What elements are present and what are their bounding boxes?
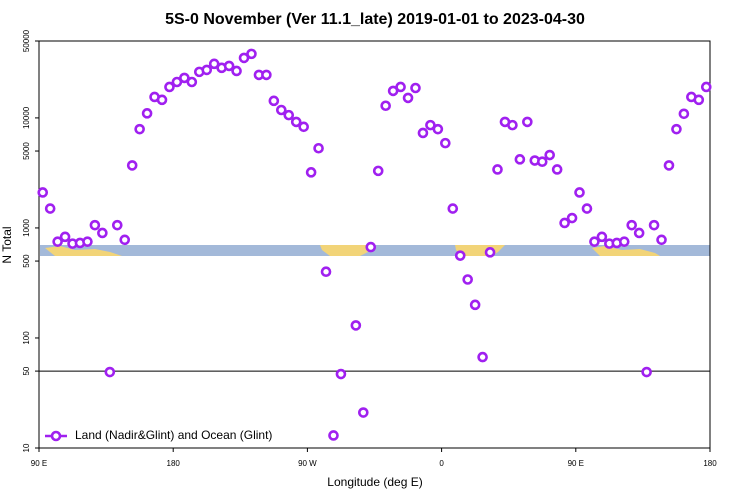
point bbox=[313, 142, 324, 154]
point bbox=[693, 94, 705, 106]
point bbox=[201, 64, 213, 76]
point bbox=[566, 212, 578, 224]
point bbox=[186, 76, 198, 88]
point bbox=[59, 231, 71, 243]
point bbox=[89, 219, 101, 231]
point bbox=[395, 81, 406, 93]
point bbox=[335, 368, 347, 380]
x-tick-label: 180 bbox=[703, 459, 717, 468]
point bbox=[223, 60, 235, 72]
point bbox=[171, 76, 183, 88]
point bbox=[134, 123, 145, 135]
y-tick-label: 50 bbox=[22, 366, 31, 375]
point bbox=[37, 187, 49, 198]
point bbox=[656, 234, 667, 246]
x-tick-label: 90 W bbox=[298, 459, 317, 468]
point bbox=[261, 69, 272, 81]
y-tick-label: 5000 bbox=[22, 142, 31, 160]
point bbox=[179, 72, 190, 84]
point bbox=[626, 219, 638, 231]
point bbox=[462, 274, 473, 285]
point bbox=[618, 236, 630, 247]
point bbox=[372, 165, 384, 177]
point bbox=[678, 108, 690, 120]
y-tick-label: 1000 bbox=[22, 218, 31, 236]
y-tick-label: 500 bbox=[22, 254, 31, 268]
point bbox=[559, 217, 570, 229]
point bbox=[402, 92, 414, 104]
point bbox=[410, 82, 421, 94]
point bbox=[365, 241, 377, 253]
point bbox=[514, 154, 526, 165]
point bbox=[425, 119, 436, 131]
point bbox=[126, 160, 138, 171]
point bbox=[633, 227, 645, 239]
legend-label: Land (Nadir&Glint) and Ocean (Glint) bbox=[75, 428, 272, 442]
point bbox=[298, 121, 309, 133]
point bbox=[477, 351, 488, 363]
point bbox=[440, 137, 451, 149]
point bbox=[350, 320, 362, 331]
y-axis-label: N Total bbox=[0, 226, 14, 263]
point bbox=[648, 219, 660, 231]
point bbox=[469, 299, 481, 311]
point bbox=[447, 203, 459, 214]
point bbox=[700, 81, 712, 93]
point bbox=[290, 116, 302, 128]
point bbox=[454, 250, 466, 261]
point bbox=[276, 104, 287, 116]
point bbox=[268, 95, 280, 107]
x-tick-label: 90 E bbox=[568, 459, 584, 468]
point bbox=[358, 407, 369, 418]
x-tick-label: 180 bbox=[167, 459, 181, 468]
point bbox=[544, 149, 556, 161]
point bbox=[52, 236, 63, 247]
x-tick-label: 0 bbox=[439, 459, 444, 468]
point bbox=[164, 81, 175, 93]
point bbox=[581, 203, 593, 214]
y-tick-label: 50000 bbox=[22, 29, 31, 52]
point bbox=[104, 366, 116, 378]
point bbox=[492, 164, 503, 175]
point bbox=[432, 123, 444, 135]
point bbox=[596, 231, 608, 243]
point bbox=[82, 236, 93, 247]
y-tick-label: 10 bbox=[22, 443, 31, 452]
point bbox=[305, 167, 317, 178]
x-axis-label: Longitude (deg E) bbox=[327, 475, 422, 489]
y-tick-label: 10000 bbox=[22, 106, 31, 129]
y-tick-label: 100 bbox=[22, 331, 31, 345]
point bbox=[283, 109, 295, 121]
point bbox=[417, 127, 429, 139]
point bbox=[44, 203, 56, 214]
point bbox=[522, 116, 533, 128]
point bbox=[238, 52, 250, 64]
point bbox=[141, 108, 153, 119]
point bbox=[380, 100, 391, 112]
plot-frame bbox=[38, 40, 711, 449]
point bbox=[589, 236, 600, 247]
point bbox=[663, 160, 675, 171]
point bbox=[111, 219, 123, 231]
chart-title: 5S-0 November (Ver 11.1_late) 2019-01-01… bbox=[165, 11, 585, 28]
point bbox=[551, 164, 563, 175]
point bbox=[231, 65, 242, 77]
point bbox=[328, 430, 339, 441]
legend-marker bbox=[50, 430, 62, 442]
point bbox=[484, 247, 496, 258]
point bbox=[671, 123, 682, 135]
point bbox=[536, 156, 548, 167]
point bbox=[119, 234, 131, 246]
point bbox=[97, 227, 108, 239]
point bbox=[246, 48, 257, 60]
point bbox=[320, 266, 332, 278]
point bbox=[507, 119, 518, 131]
x-tick-label: 90 E bbox=[31, 459, 47, 468]
point bbox=[574, 187, 585, 198]
point bbox=[156, 94, 168, 106]
point bbox=[641, 366, 652, 378]
